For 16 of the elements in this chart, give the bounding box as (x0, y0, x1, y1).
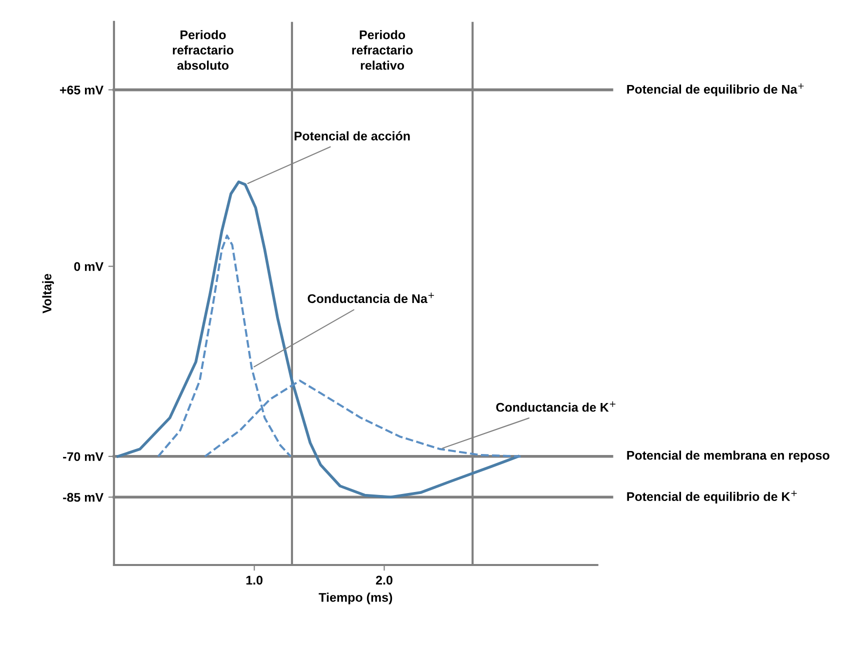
x-axis-title: Tiempo (ms) (318, 592, 392, 604)
ref-line-label: Potencial de membrana en reposo (627, 450, 830, 462)
y-tick-label: 0 mV (74, 262, 104, 271)
y-tick-label: -85 mV (63, 492, 104, 502)
ref-line-label: Potencial de equilibrio de K$^{+}$ (627, 490, 797, 504)
y-axis-title: Voltaje (42, 274, 54, 314)
x-tick-label: 2.0 (376, 576, 392, 585)
text: Conductancia de Na$^{+}$ (308, 292, 434, 304)
text: Potencial de acción (294, 131, 410, 140)
y-tick-label: -70 mV (63, 452, 104, 462)
text: Conductancia de K$^{+}$ (496, 401, 616, 412)
annotation: Periodo refractario absoluto (172, 30, 234, 70)
annotation: Periodo refractario relativo (352, 30, 413, 70)
ref-line-label: Potencial de equilibrio de Na$^{+}$ (627, 83, 804, 96)
y-tick-label: +65 mV (60, 86, 104, 94)
x-tick-label: 1.0 (246, 576, 262, 585)
